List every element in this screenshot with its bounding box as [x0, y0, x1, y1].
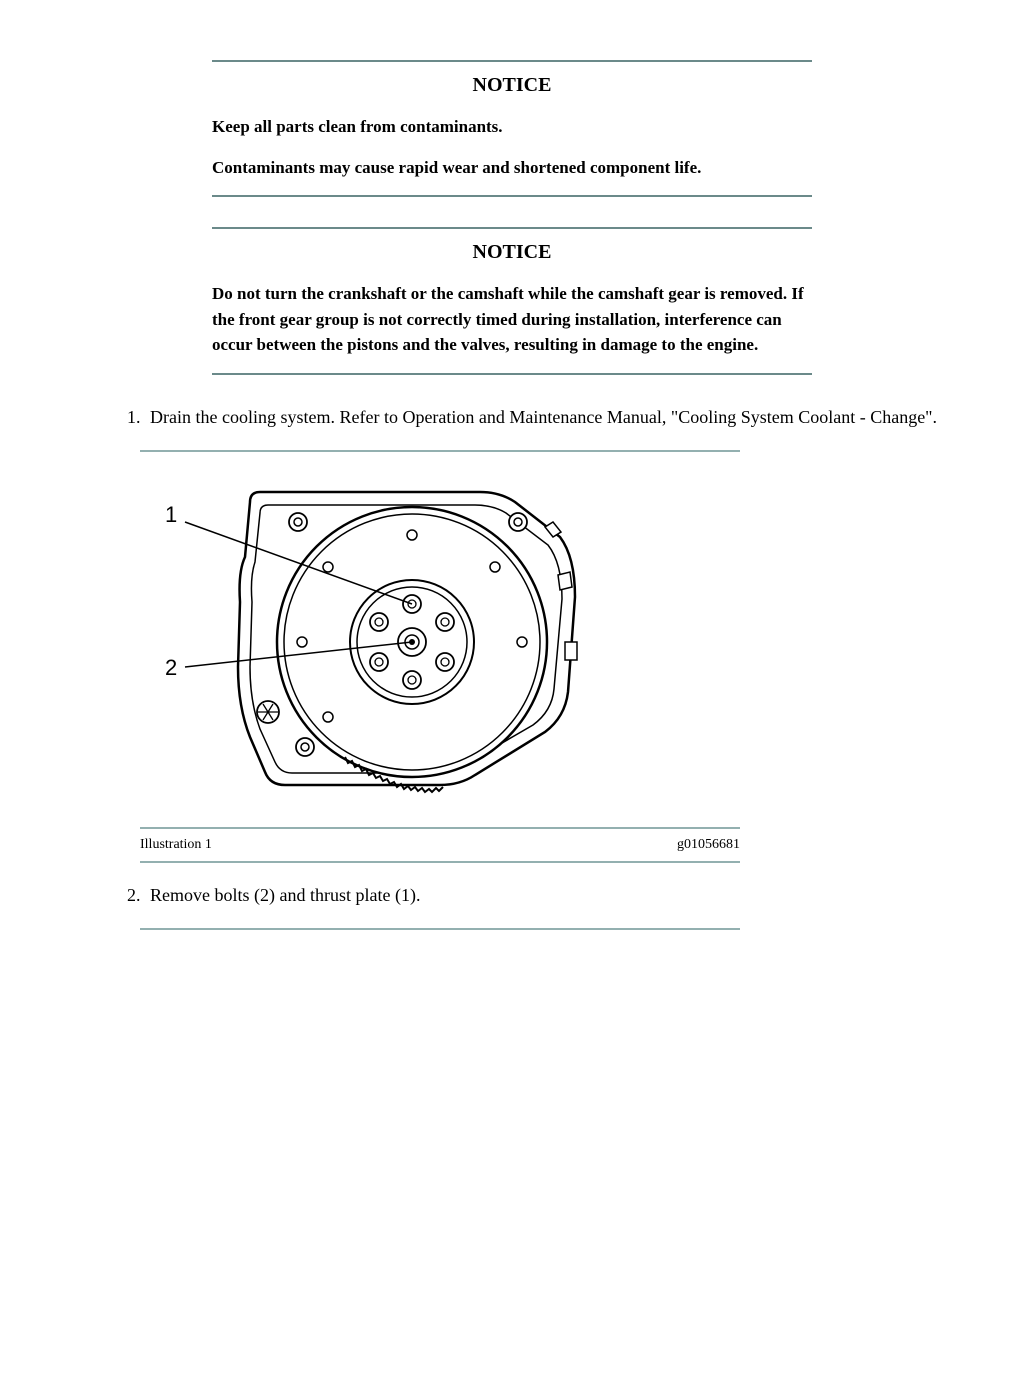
notice-title: NOTICE [212, 229, 812, 276]
step-item-2: Remove bolts (2) and thrust plate (1). [145, 883, 944, 908]
illustration-code: g01056681 [677, 837, 740, 853]
step-list: Remove bolts (2) and thrust plate (1). [80, 883, 944, 908]
figure-caption: Illustration 1 g01056681 [140, 829, 740, 861]
engine-diagram: 1 2 [150, 467, 600, 807]
notice-title: NOTICE [212, 62, 812, 109]
notice-divider-bottom [212, 373, 812, 375]
callout-1: 1 [165, 502, 177, 528]
notice-body: Do not turn the crankshaft or the camsha… [212, 276, 812, 373]
notice-box-1: NOTICE Keep all parts clean from contami… [212, 60, 812, 197]
notice-divider-bottom [212, 195, 812, 197]
figure-image-area: 1 2 [140, 452, 740, 827]
notice-paragraph: Contaminants may cause rapid wear and sh… [212, 155, 812, 181]
figure-divider-top [140, 928, 740, 930]
figure-divider-bottom [140, 861, 740, 863]
figure-1: 1 2 Illustration 1 g01056681 [140, 450, 740, 863]
illustration-label: Illustration 1 [140, 837, 212, 853]
figure-2-start [140, 928, 740, 930]
callout-2: 2 [165, 655, 177, 681]
notice-paragraph: Keep all parts clean from contaminants. [212, 114, 812, 140]
notice-box-2: NOTICE Do not turn the crankshaft or the… [212, 227, 812, 375]
notice-paragraph: Do not turn the crankshaft or the camsha… [212, 281, 812, 358]
notice-body: Keep all parts clean from contaminants. … [212, 109, 812, 195]
step-item-1: Drain the cooling system. Refer to Opera… [145, 405, 944, 430]
flywheel-diagram-svg [150, 467, 600, 807]
step-list: Drain the cooling system. Refer to Opera… [80, 405, 944, 430]
